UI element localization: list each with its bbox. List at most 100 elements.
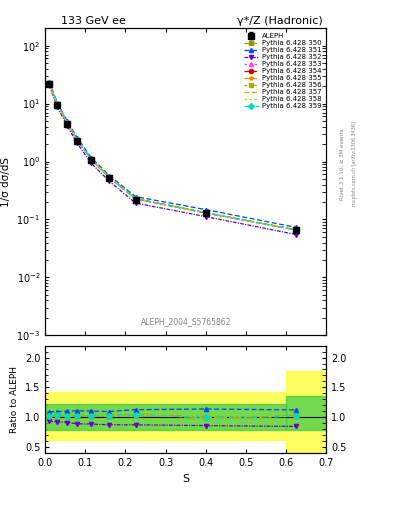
Pythia 6.428 356 [133, 196, 138, 202]
Pythia 6.428 354 [75, 137, 80, 143]
Pythia 6.428 353 [55, 101, 60, 107]
Line: Pythia 6.428 357: Pythia 6.428 357 [49, 83, 296, 230]
Text: mcplots.cern.ch [arXiv:1306.3436]: mcplots.cern.ch [arXiv:1306.3436] [352, 121, 357, 206]
Pythia 6.428 355 [204, 210, 208, 216]
Pythia 6.428 357 [107, 174, 112, 180]
Pythia 6.428 355 [55, 101, 60, 107]
Bar [286, 396, 326, 431]
Pythia 6.428 350 [75, 137, 80, 143]
Pythia 6.428 357 [75, 137, 80, 143]
Text: ALEPH_2004_S5765862: ALEPH_2004_S5765862 [141, 317, 231, 326]
Pythia 6.428 357 [133, 196, 138, 202]
Pythia 6.428 355 [294, 227, 298, 233]
Pythia 6.428 355 [89, 157, 94, 163]
Pythia 6.428 356 [107, 174, 112, 180]
Pythia 6.428 359 [55, 101, 60, 107]
Pythia 6.428 359 [89, 157, 94, 163]
Pythia 6.428 359 [75, 137, 80, 143]
Pythia 6.428 358 [294, 227, 298, 233]
Pythia 6.428 351 [89, 155, 94, 161]
Line: Pythia 6.428 355: Pythia 6.428 355 [47, 81, 298, 232]
Pythia 6.428 355 [65, 120, 70, 126]
Pythia 6.428 353 [75, 137, 80, 143]
Pythia 6.428 351 [133, 194, 138, 200]
Pythia 6.428 355 [107, 174, 112, 180]
X-axis label: S: S [182, 474, 189, 483]
Pythia 6.428 354 [107, 174, 112, 180]
Pythia 6.428 357 [89, 157, 94, 163]
Y-axis label: Ratio to ALEPH: Ratio to ALEPH [10, 366, 19, 433]
Pythia 6.428 352 [107, 178, 112, 184]
Line: Pythia 6.428 352: Pythia 6.428 352 [47, 83, 298, 237]
Pythia 6.428 357 [55, 101, 60, 107]
Pythia 6.428 352 [75, 140, 80, 146]
Pythia 6.428 350 [133, 196, 138, 202]
Pythia 6.428 355 [133, 196, 138, 202]
Pythia 6.428 358 [204, 210, 208, 216]
Pythia 6.428 351 [204, 206, 208, 212]
Pythia 6.428 359 [133, 196, 138, 202]
Pythia 6.428 354 [65, 120, 70, 126]
Y-axis label: 1/σ dσ/dS: 1/σ dσ/dS [1, 157, 11, 207]
Pythia 6.428 350 [204, 210, 208, 216]
Text: Rivet 3.1.10, ≥ 3M events: Rivet 3.1.10, ≥ 3M events [340, 128, 345, 200]
Pythia 6.428 353 [107, 174, 112, 180]
Pythia 6.428 356 [204, 210, 208, 216]
Pythia 6.428 358 [75, 137, 80, 143]
Pythia 6.428 358 [65, 120, 70, 126]
Pythia 6.428 350 [89, 157, 94, 163]
Pythia 6.428 352 [89, 160, 94, 166]
Line: Pythia 6.428 351: Pythia 6.428 351 [47, 79, 298, 229]
Pythia 6.428 356 [55, 101, 60, 107]
Pythia 6.428 352 [204, 214, 208, 220]
Pythia 6.428 351 [294, 224, 298, 230]
Line: Pythia 6.428 359: Pythia 6.428 359 [47, 81, 298, 232]
Bar [45, 392, 286, 440]
Pythia 6.428 353 [294, 227, 298, 233]
Pythia 6.428 352 [294, 231, 298, 238]
Pythia 6.428 353 [65, 120, 70, 126]
Pythia 6.428 356 [75, 137, 80, 143]
Text: γ*/Z (Hadronic): γ*/Z (Hadronic) [237, 15, 322, 26]
Pythia 6.428 356 [89, 157, 94, 163]
Pythia 6.428 350 [294, 227, 298, 233]
Pythia 6.428 351 [47, 78, 51, 84]
Pythia 6.428 354 [47, 80, 51, 86]
Pythia 6.428 355 [75, 137, 80, 143]
Pythia 6.428 350 [55, 101, 60, 107]
Pythia 6.428 354 [294, 227, 298, 233]
Pythia 6.428 352 [47, 82, 51, 89]
Pythia 6.428 351 [107, 173, 112, 179]
Pythia 6.428 356 [47, 80, 51, 86]
Pythia 6.428 352 [65, 123, 70, 129]
Line: Pythia 6.428 358: Pythia 6.428 358 [49, 83, 296, 230]
Legend: ALEPH, Pythia 6.428 350, Pythia 6.428 351, Pythia 6.428 352, Pythia 6.428 353, P: ALEPH, Pythia 6.428 350, Pythia 6.428 35… [242, 32, 323, 111]
Pythia 6.428 350 [107, 174, 112, 180]
Pythia 6.428 352 [133, 200, 138, 206]
Pythia 6.428 359 [294, 227, 298, 233]
Pythia 6.428 358 [133, 196, 138, 202]
Pythia 6.428 358 [55, 101, 60, 107]
Pythia 6.428 354 [89, 157, 94, 163]
Pythia 6.428 354 [133, 196, 138, 202]
Pythia 6.428 358 [47, 80, 51, 86]
Pythia 6.428 357 [204, 210, 208, 216]
Line: Pythia 6.428 350: Pythia 6.428 350 [47, 81, 298, 232]
Pythia 6.428 359 [65, 120, 70, 126]
Line: Pythia 6.428 356: Pythia 6.428 356 [47, 81, 298, 232]
Pythia 6.428 355 [47, 80, 51, 86]
Pythia 6.428 359 [47, 80, 51, 86]
Pythia 6.428 350 [47, 80, 51, 86]
Pythia 6.428 358 [89, 157, 94, 163]
Pythia 6.428 352 [55, 104, 60, 110]
Pythia 6.428 357 [47, 80, 51, 86]
Pythia 6.428 357 [294, 227, 298, 233]
Pythia 6.428 353 [133, 196, 138, 202]
Line: Pythia 6.428 354: Pythia 6.428 354 [47, 81, 298, 232]
Pythia 6.428 359 [204, 210, 208, 216]
Line: Pythia 6.428 353: Pythia 6.428 353 [47, 81, 298, 232]
Pythia 6.428 351 [65, 118, 70, 124]
Pythia 6.428 351 [55, 99, 60, 105]
Pythia 6.428 357 [65, 120, 70, 126]
Text: 133 GeV ee: 133 GeV ee [61, 15, 126, 26]
